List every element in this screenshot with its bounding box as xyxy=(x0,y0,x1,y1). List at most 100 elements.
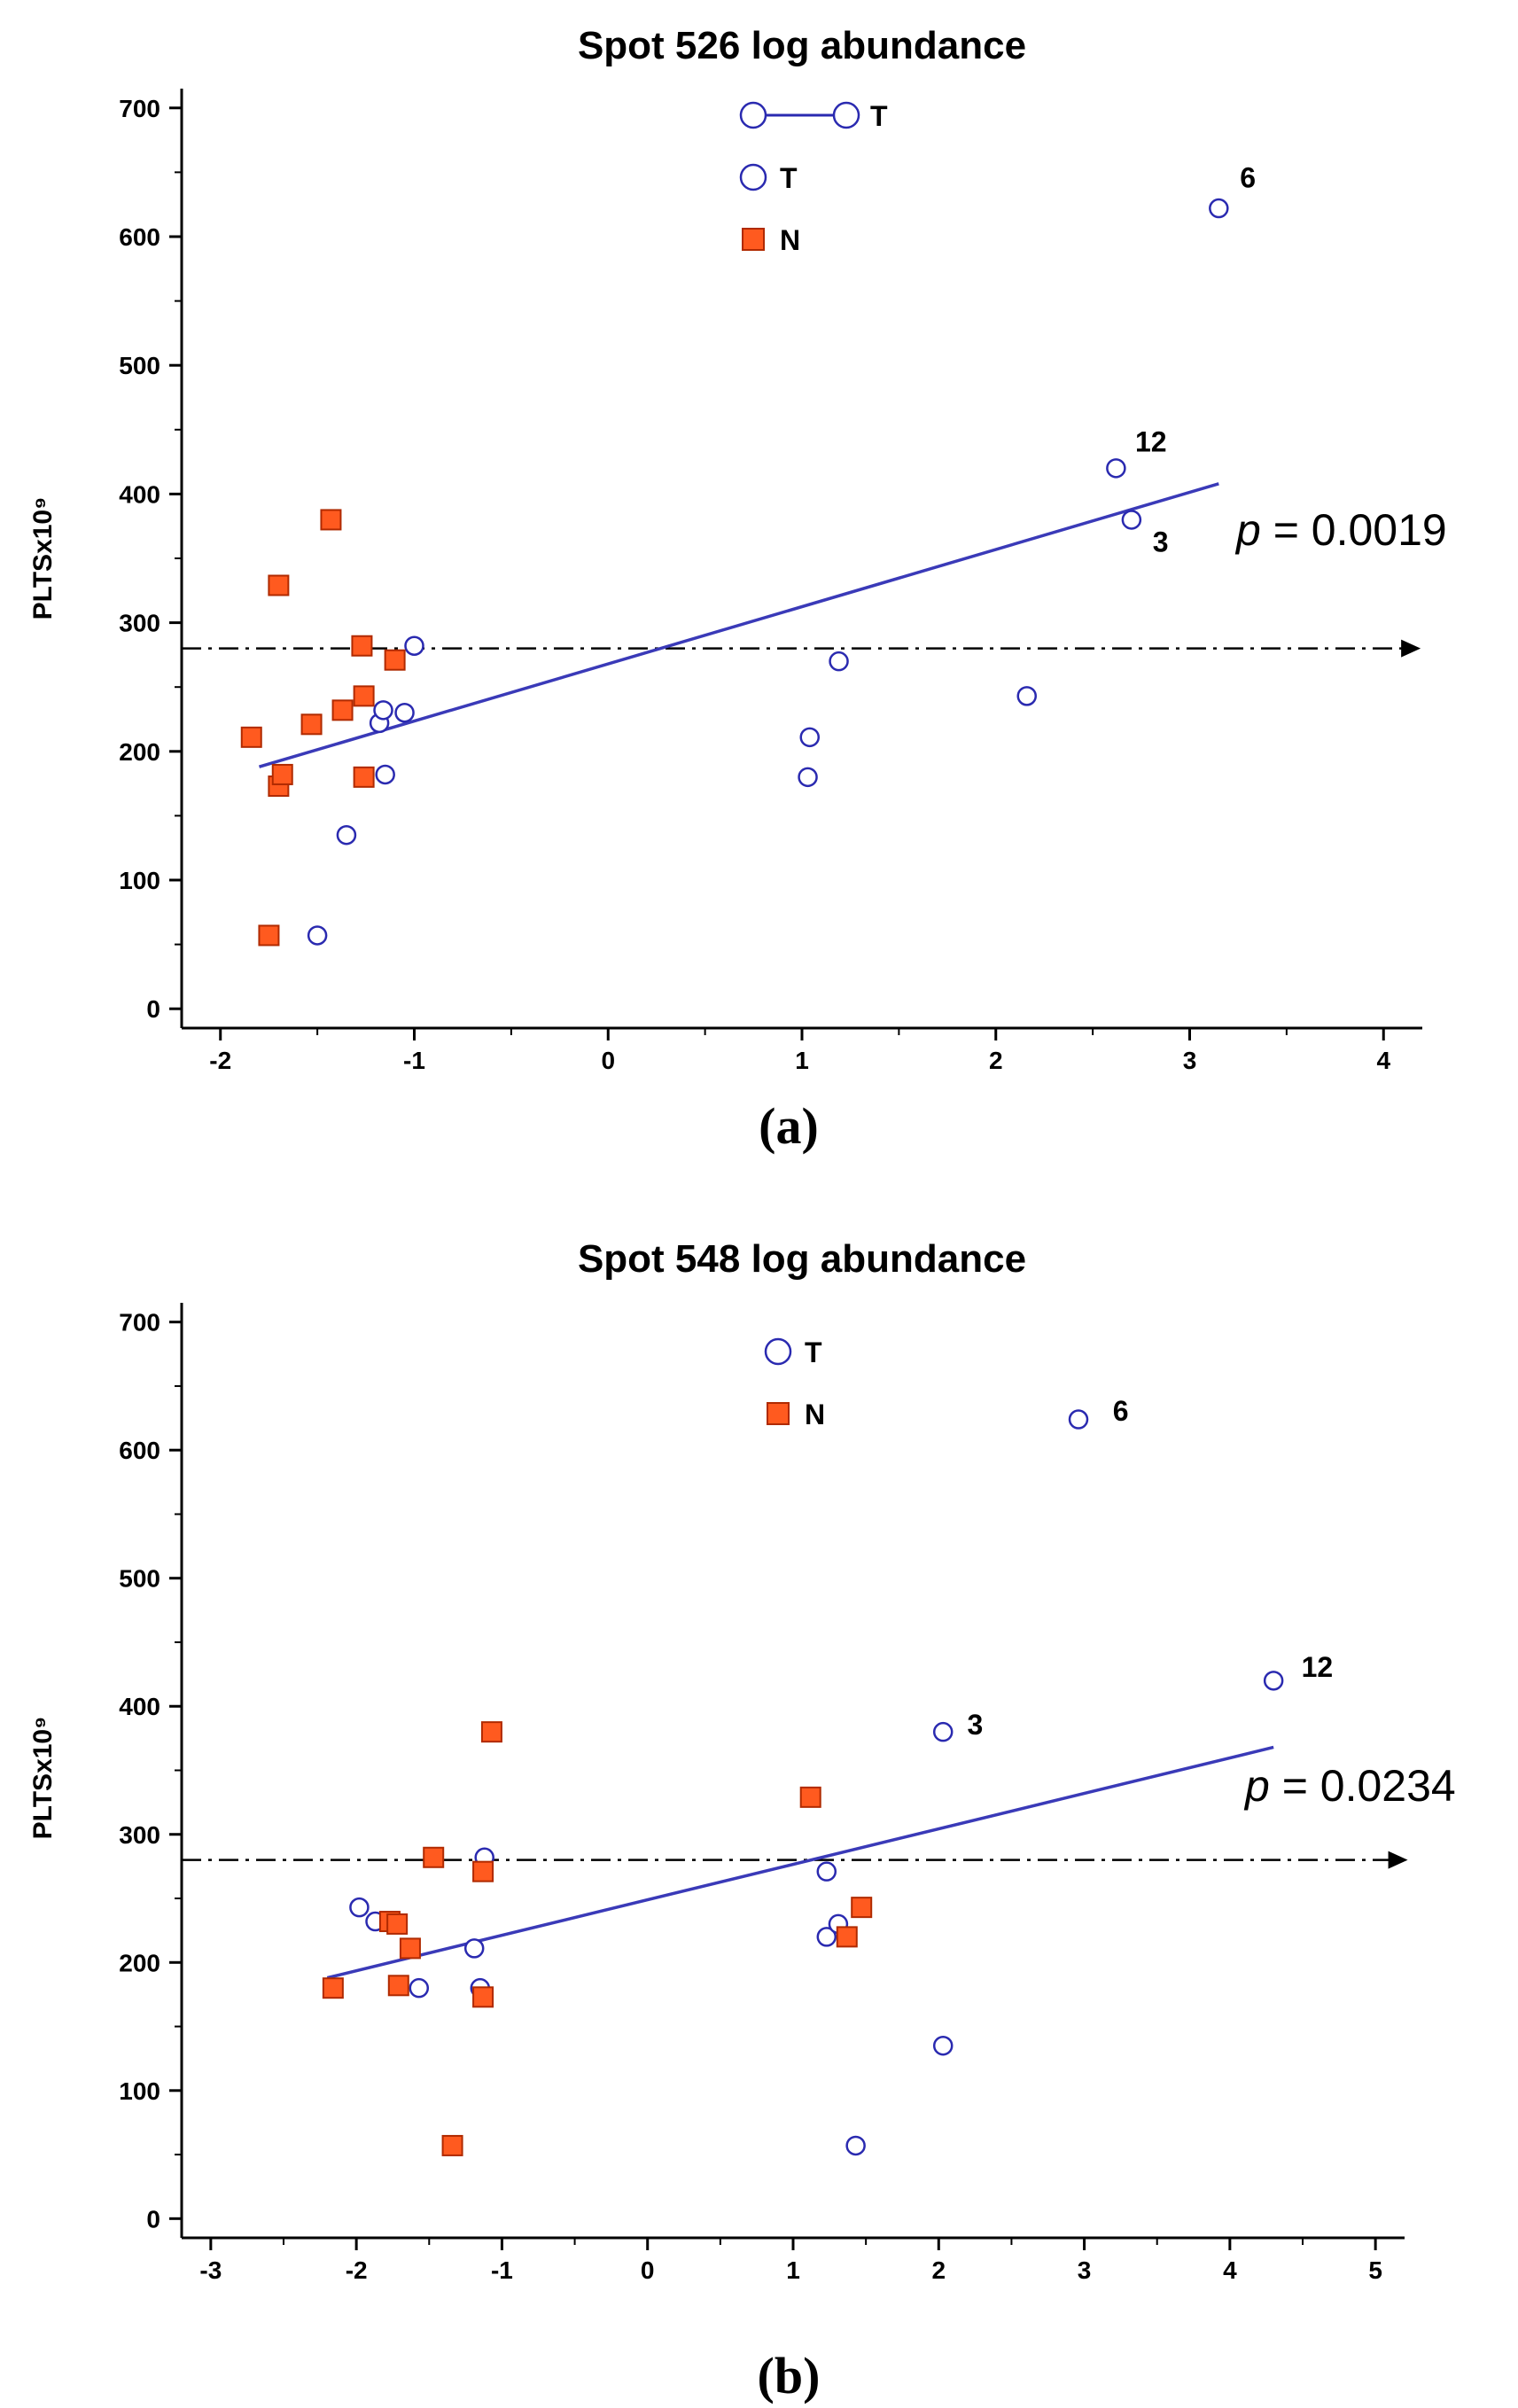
reference-line-arrow xyxy=(1388,1851,1408,1869)
data-point-N xyxy=(799,1786,821,1808)
data-point-T xyxy=(307,925,328,946)
data-point-N xyxy=(480,1721,502,1743)
y-tick-label: 100 xyxy=(119,2077,160,2105)
x-tick-label: 2 xyxy=(931,2256,946,2284)
data-point-T xyxy=(1263,1671,1284,1691)
y-tick-label: 200 xyxy=(119,738,160,766)
legend-label: T xyxy=(870,100,888,132)
y-tick-label: 0 xyxy=(146,2205,160,2233)
x-tick-label: 0 xyxy=(641,2256,655,2284)
data-point-N xyxy=(240,726,262,748)
data-point-N xyxy=(271,763,293,785)
y-tick-label: 600 xyxy=(119,223,160,251)
data-point-N xyxy=(353,685,375,707)
data-point-T xyxy=(799,727,820,748)
data-point-T xyxy=(1068,1409,1089,1430)
data-point-T xyxy=(1106,458,1126,479)
legend-marker-circle xyxy=(739,163,767,191)
x-tick-label: 1 xyxy=(786,2256,800,2284)
y-tick-label: 400 xyxy=(119,480,160,508)
y-tick-label: 200 xyxy=(119,1949,160,1976)
y-tick-label: 700 xyxy=(119,95,160,122)
legend-label: N xyxy=(780,224,800,256)
legend-marker-circle xyxy=(832,101,860,129)
legend-label: T xyxy=(805,1336,822,1368)
chart-title: Spot 526 log abundance xyxy=(578,24,1026,67)
x-tick-label: -2 xyxy=(209,1047,231,1074)
data-point-T xyxy=(336,824,357,846)
panel-label: (b) xyxy=(758,2347,821,2404)
data-point-N xyxy=(300,713,323,736)
point-annotation: 3 xyxy=(1153,526,1169,558)
data-point-N xyxy=(441,2134,463,2156)
data-point-T xyxy=(845,2135,866,2156)
x-tick-label: 0 xyxy=(601,1047,615,1074)
data-point-T xyxy=(373,700,393,721)
point-annotation: 12 xyxy=(1302,1651,1334,1683)
data-point-N xyxy=(399,1937,421,1960)
legend-label: T xyxy=(780,162,798,194)
chart-panel-b: Spot 548 log abundance PLTSx10⁹ 0 100 200 3… xyxy=(28,1237,1456,2404)
data-point-N xyxy=(258,924,280,947)
data-point-T xyxy=(463,1938,485,1959)
reference-line-arrow xyxy=(1401,639,1421,658)
data-point-T xyxy=(394,702,415,723)
chart-title: Spot 548 log abundance xyxy=(578,1237,1026,1281)
y-axis-label: PLTSx10⁹ xyxy=(28,1717,58,1840)
x-tick-label: 4 xyxy=(1223,2256,1237,2284)
point-annotation: 12 xyxy=(1135,425,1167,457)
data-point-N xyxy=(836,1926,858,1948)
data-point-T xyxy=(409,1977,430,1999)
data-point-T xyxy=(816,1861,837,1882)
regression-line xyxy=(326,1745,1274,1980)
p-value-number: = 0.0234 xyxy=(1270,1761,1456,1811)
legend-label: N xyxy=(805,1399,825,1430)
legend-marker-circle xyxy=(739,101,767,129)
y-axis-label: PLTSx10⁹ xyxy=(28,497,58,620)
y-tick-label: 100 xyxy=(119,867,160,894)
data-point-N xyxy=(268,574,290,596)
p-value-symbol: p xyxy=(1243,1761,1270,1811)
y-axis-label-group: PLTSx10⁹ xyxy=(28,497,58,620)
data-point-N xyxy=(472,1986,494,2008)
data-point-T xyxy=(375,764,395,785)
data-point-T xyxy=(816,1927,837,1947)
y-tick-label: 300 xyxy=(119,1821,160,1849)
data-point-N xyxy=(472,1860,494,1882)
data-point-T xyxy=(1016,686,1037,706)
chart-panel-a: Spot 526 log abundance PLTSx10⁹ 0 100 200 3… xyxy=(28,24,1447,1155)
point-annotation: 6 xyxy=(1240,162,1256,194)
x-tick-label: 2 xyxy=(989,1047,1003,1074)
x-tick-label: 3 xyxy=(1183,1047,1197,1074)
legend: TN xyxy=(764,1336,825,1430)
y-tick-label: 0 xyxy=(146,995,160,1023)
data-point-T xyxy=(1209,198,1229,219)
data-point-T xyxy=(932,2035,954,2056)
data-point-N xyxy=(351,635,373,657)
y-tick-label: 600 xyxy=(119,1437,160,1464)
data-point-N xyxy=(384,649,406,671)
data-point-N xyxy=(322,1977,344,1999)
y-axis-label-group: PLTSx10⁹ xyxy=(28,1717,58,1840)
legend-marker-square xyxy=(767,1402,790,1425)
y-tick-label: 300 xyxy=(119,610,160,637)
x-tick-label: 3 xyxy=(1078,2256,1092,2284)
data-point-T xyxy=(798,767,818,788)
x-tick-label: 5 xyxy=(1368,2256,1382,2284)
data-point-N xyxy=(851,1897,873,1919)
data-point-N xyxy=(320,509,342,531)
legend-marker-square xyxy=(742,228,765,251)
p-value: p = 0.0234 xyxy=(1243,1761,1456,1811)
y-tick-label: 700 xyxy=(119,1309,160,1336)
y-tick-label: 500 xyxy=(119,1565,160,1593)
p-value: p = 0.0019 xyxy=(1234,505,1447,555)
data-point-N xyxy=(331,699,354,721)
y-tick-label: 500 xyxy=(119,352,160,379)
data-point-N xyxy=(387,1975,409,1997)
data-point-N xyxy=(386,1913,409,1935)
p-value-symbol: p xyxy=(1234,505,1261,555)
legend: TTN xyxy=(739,100,888,256)
data-point-T xyxy=(404,635,424,656)
